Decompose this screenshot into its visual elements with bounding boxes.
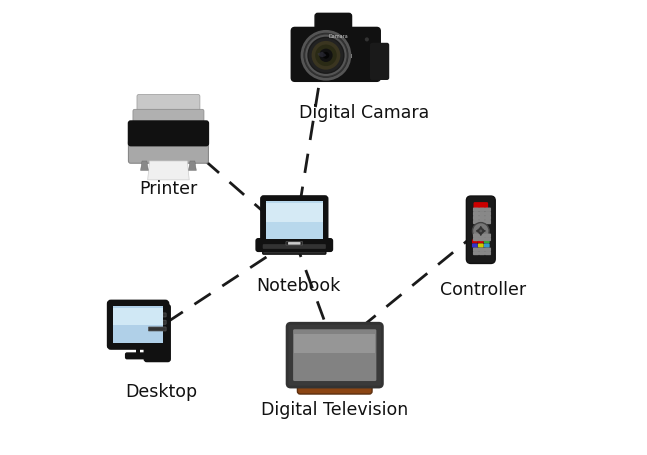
FancyBboxPatch shape bbox=[148, 313, 166, 317]
Polygon shape bbox=[148, 161, 189, 180]
Circle shape bbox=[306, 35, 345, 75]
FancyBboxPatch shape bbox=[485, 212, 491, 216]
FancyBboxPatch shape bbox=[466, 196, 495, 263]
FancyBboxPatch shape bbox=[266, 201, 323, 238]
Text: Digital Television: Digital Television bbox=[261, 400, 408, 419]
FancyBboxPatch shape bbox=[263, 252, 326, 254]
FancyBboxPatch shape bbox=[485, 251, 491, 255]
FancyBboxPatch shape bbox=[108, 301, 168, 349]
FancyBboxPatch shape bbox=[113, 306, 163, 343]
FancyBboxPatch shape bbox=[307, 55, 352, 58]
FancyBboxPatch shape bbox=[472, 243, 477, 248]
FancyBboxPatch shape bbox=[288, 242, 300, 245]
FancyBboxPatch shape bbox=[315, 13, 351, 37]
FancyBboxPatch shape bbox=[473, 237, 479, 241]
Text: Notebook: Notebook bbox=[257, 277, 341, 295]
FancyBboxPatch shape bbox=[485, 248, 491, 252]
Text: Digital Camara: Digital Camara bbox=[299, 104, 429, 122]
FancyBboxPatch shape bbox=[479, 212, 485, 216]
FancyBboxPatch shape bbox=[261, 197, 327, 243]
Polygon shape bbox=[258, 249, 331, 253]
FancyBboxPatch shape bbox=[126, 353, 151, 359]
FancyBboxPatch shape bbox=[331, 375, 338, 381]
FancyBboxPatch shape bbox=[473, 220, 479, 224]
FancyBboxPatch shape bbox=[291, 27, 380, 81]
Circle shape bbox=[365, 37, 369, 41]
Circle shape bbox=[304, 33, 348, 77]
FancyBboxPatch shape bbox=[145, 305, 170, 361]
FancyBboxPatch shape bbox=[473, 207, 479, 212]
FancyBboxPatch shape bbox=[137, 95, 200, 114]
FancyBboxPatch shape bbox=[293, 329, 377, 381]
FancyBboxPatch shape bbox=[479, 248, 485, 252]
Circle shape bbox=[302, 31, 350, 79]
FancyBboxPatch shape bbox=[479, 237, 485, 241]
FancyBboxPatch shape bbox=[148, 327, 166, 331]
FancyBboxPatch shape bbox=[478, 243, 484, 248]
FancyBboxPatch shape bbox=[485, 233, 491, 238]
Circle shape bbox=[319, 49, 333, 62]
FancyBboxPatch shape bbox=[484, 239, 490, 243]
Circle shape bbox=[472, 222, 489, 239]
Wedge shape bbox=[318, 52, 326, 57]
FancyBboxPatch shape bbox=[479, 220, 485, 224]
FancyBboxPatch shape bbox=[479, 251, 485, 255]
FancyBboxPatch shape bbox=[474, 202, 488, 209]
FancyBboxPatch shape bbox=[473, 248, 479, 252]
FancyBboxPatch shape bbox=[133, 109, 204, 126]
FancyBboxPatch shape bbox=[485, 207, 491, 212]
FancyBboxPatch shape bbox=[485, 220, 491, 224]
Polygon shape bbox=[140, 161, 148, 171]
FancyBboxPatch shape bbox=[136, 346, 140, 354]
Text: Printer: Printer bbox=[139, 180, 197, 198]
FancyBboxPatch shape bbox=[294, 334, 375, 353]
FancyBboxPatch shape bbox=[473, 216, 479, 220]
FancyBboxPatch shape bbox=[478, 239, 484, 243]
Circle shape bbox=[323, 52, 329, 59]
Circle shape bbox=[312, 41, 340, 70]
FancyBboxPatch shape bbox=[113, 308, 163, 325]
Circle shape bbox=[309, 38, 343, 72]
FancyBboxPatch shape bbox=[298, 379, 372, 394]
FancyBboxPatch shape bbox=[473, 251, 479, 255]
FancyBboxPatch shape bbox=[370, 43, 389, 80]
FancyBboxPatch shape bbox=[266, 203, 323, 222]
FancyBboxPatch shape bbox=[287, 323, 382, 387]
FancyBboxPatch shape bbox=[479, 207, 485, 212]
FancyBboxPatch shape bbox=[472, 239, 477, 243]
Circle shape bbox=[477, 228, 485, 234]
Polygon shape bbox=[188, 161, 196, 171]
FancyBboxPatch shape bbox=[286, 242, 303, 245]
Text: Controller: Controller bbox=[440, 282, 526, 299]
FancyBboxPatch shape bbox=[485, 216, 491, 220]
FancyBboxPatch shape bbox=[484, 243, 490, 248]
Text: Desktop: Desktop bbox=[126, 383, 198, 400]
Circle shape bbox=[315, 45, 336, 66]
FancyBboxPatch shape bbox=[485, 237, 491, 241]
FancyBboxPatch shape bbox=[256, 239, 332, 251]
FancyBboxPatch shape bbox=[129, 121, 208, 146]
FancyBboxPatch shape bbox=[479, 233, 485, 238]
Text: Damara: Damara bbox=[328, 34, 348, 39]
FancyBboxPatch shape bbox=[479, 216, 485, 220]
FancyBboxPatch shape bbox=[473, 212, 479, 216]
FancyBboxPatch shape bbox=[473, 233, 479, 238]
FancyBboxPatch shape bbox=[148, 320, 166, 324]
FancyBboxPatch shape bbox=[263, 244, 326, 249]
Circle shape bbox=[155, 310, 160, 315]
FancyBboxPatch shape bbox=[129, 140, 208, 163]
